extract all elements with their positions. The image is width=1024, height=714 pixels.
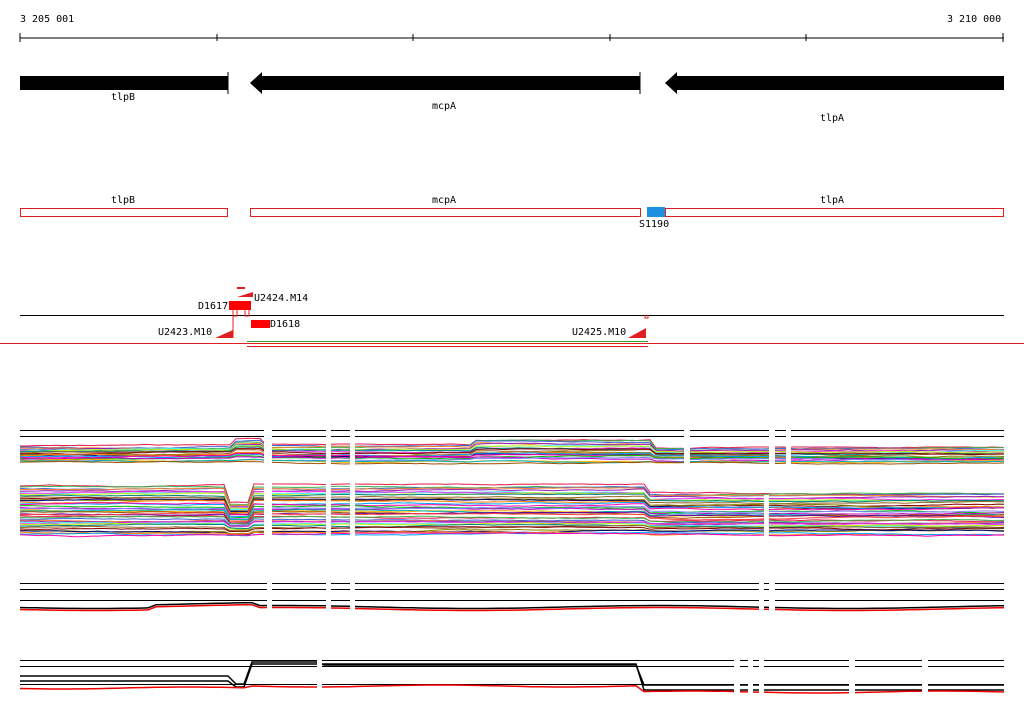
- gene-track: [20, 72, 1004, 94]
- panel1-trace: [19, 460, 1005, 465]
- panel2-trace: [19, 509, 1005, 522]
- cds-box-mcpA: [250, 208, 641, 217]
- cds-label-tlpA[interactable]: tlpA: [819, 195, 845, 206]
- missing-data-gap: [748, 655, 753, 700]
- transcript-U2425-label[interactable]: U2425.M10: [572, 327, 627, 338]
- panel2-trace: [19, 492, 1005, 510]
- transcript-U2425-marker: [628, 328, 646, 338]
- panel2-trace: [19, 490, 1005, 508]
- panel1-trace: [19, 446, 1005, 456]
- gene-label-mcpA[interactable]: mcpA: [431, 101, 457, 112]
- ruler-end-label: 3 210 000: [947, 14, 1002, 25]
- panel4-trace: [19, 684, 1005, 694]
- expression-panel-1: [19, 430, 1005, 465]
- panel2-trace: [19, 512, 1005, 523]
- panel1-trace: [19, 458, 1005, 464]
- gene-label-tlpB[interactable]: tlpB: [110, 92, 136, 103]
- transcript-D1617-box: [229, 301, 251, 310]
- transcript-U2423-label[interactable]: U2423.M10: [158, 327, 213, 338]
- panel2-trace: [19, 495, 1004, 512]
- panel2-trace: [20, 498, 1005, 513]
- gene-label-tlpA[interactable]: tlpA: [819, 113, 845, 124]
- missing-data-gap: [350, 425, 355, 540]
- transcript-U2423-marker: [215, 330, 233, 338]
- missing-data-gap: [317, 655, 322, 700]
- missing-data-gap: [350, 580, 355, 615]
- panel2-trace: [19, 515, 1005, 525]
- panel2-trace: [20, 506, 1005, 520]
- panel2-trace: [19, 493, 1004, 512]
- ruler-start-label: 3 205 001: [20, 14, 75, 25]
- gene-arrow-mcpA: [250, 72, 640, 94]
- missing-data-gap: [759, 580, 764, 615]
- panel1-trace: [19, 439, 1005, 451]
- missing-data-gap: [786, 425, 791, 470]
- panel3-trace: [19, 603, 1005, 612]
- panel2-trace: [19, 507, 1005, 521]
- missing-data-gap: [849, 655, 855, 700]
- panel2-trace: [19, 524, 1005, 532]
- gene-arrow-tlpA: [665, 72, 1004, 94]
- transcript-D1618-label[interactable]: D1618: [270, 319, 301, 330]
- missing-data-gap: [769, 580, 775, 615]
- cds-label-mcpA[interactable]: mcpA: [431, 195, 457, 206]
- missing-data-gap: [326, 425, 331, 540]
- gene-arrow-tlpB: [20, 76, 228, 90]
- transcript-D1617-label[interactable]: D1617: [198, 301, 229, 312]
- panel2-trace: [19, 502, 1005, 516]
- transcript-U2424-marker: [237, 292, 253, 297]
- missing-data-gap: [267, 580, 272, 615]
- missing-data-gap: [922, 655, 928, 700]
- panel4-trace: [20, 661, 1004, 686]
- coordinate-ruler: [19, 33, 1004, 42]
- expression-panel-3: [19, 583, 1005, 612]
- missing-data-gap: [759, 655, 764, 700]
- feature-S1190-box: [647, 207, 665, 217]
- missing-data-gap: [769, 425, 775, 470]
- transcript-track: [0, 287, 1024, 347]
- panel3-trace: [19, 601, 1005, 610]
- panel2-trace: [20, 501, 1004, 518]
- panel2-trace: [20, 487, 1004, 507]
- cds-box-tlpA: [665, 208, 1004, 217]
- expression-panel-2: [19, 483, 1005, 538]
- panel2-trace: [19, 488, 1005, 509]
- transcript-U2424-label[interactable]: U2424.M14: [254, 293, 309, 304]
- missing-data-gap: [734, 655, 740, 700]
- panel2-trace: [19, 483, 1005, 503]
- panel1-trace: [19, 445, 1005, 454]
- missing-data-gap: [764, 495, 769, 540]
- missing-data-gap: [264, 425, 272, 540]
- feature-S1190-label[interactable]: S1190: [639, 219, 670, 230]
- cds-track: [20, 207, 1004, 217]
- panel2-trace: [19, 532, 1005, 538]
- panel1-trace: [19, 456, 1005, 463]
- missing-data-gap: [684, 425, 690, 470]
- cds-box-tlpB: [20, 208, 228, 217]
- panel1-trace: [19, 447, 1005, 456]
- panel2-trace: [20, 511, 1005, 524]
- panel2-trace: [19, 526, 1005, 533]
- transcript-D1618-box: [251, 320, 270, 328]
- missing-data-gap: [326, 580, 331, 615]
- panel2-trace: [20, 521, 1004, 527]
- panel4-trace: [20, 663, 1004, 691]
- expression-panel-4: [19, 660, 1005, 694]
- cds-label-tlpB[interactable]: tlpB: [110, 195, 136, 206]
